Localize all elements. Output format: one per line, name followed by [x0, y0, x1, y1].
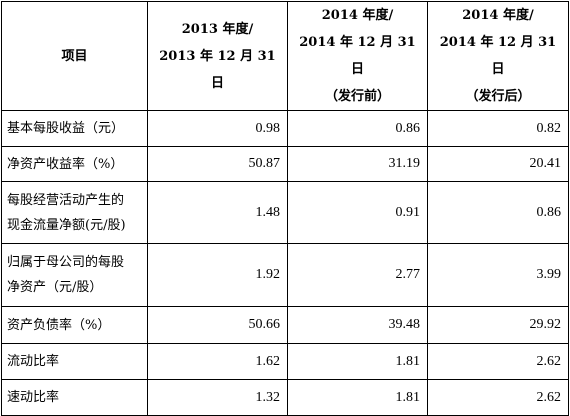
- value-2014-pre: 0.86: [287, 110, 428, 147]
- header-2014-post-line-3: （发行后）: [465, 89, 531, 104]
- header-2014-pre-line-2: 2014 年 12 月 31 日: [299, 35, 416, 77]
- value-2014-pre: 31.19: [287, 146, 428, 182]
- table-row: 净资产收益率（%） 50.87 31.19 20.41: [1, 146, 569, 182]
- header-2014-pre-line-1: 2014 年度/: [321, 8, 394, 23]
- value-2014-pre: 39.48: [287, 306, 428, 344]
- row-label: 速动比率: [1, 379, 148, 416]
- value-2014-post: 2.62: [427, 379, 569, 416]
- header-2014-post-line-2: 2014 年 12 月 31 日: [439, 35, 557, 77]
- row-label: 净资产收益率（%）: [1, 146, 148, 182]
- header-2014-pre: 2014 年度/ 2014 年 12 月 31 日 （发行前）: [287, 1, 428, 111]
- table-row: 基本每股收益（元） 0.98 0.86 0.82: [1, 110, 569, 147]
- header-2013-line-2: 2013 年 12 月 31 日: [159, 48, 276, 91]
- value-2013: 1.92: [147, 243, 288, 307]
- value-2014-post: 20.41: [427, 146, 569, 182]
- value-2013: 1.62: [147, 343, 288, 380]
- value-2014-pre: 1.81: [287, 379, 428, 416]
- value-2014-pre: 0.91: [287, 181, 428, 244]
- table-row: 流动比率 1.62 1.81 2.62: [1, 343, 569, 380]
- row-label: 资产负债率（%）: [1, 306, 148, 344]
- row-label: 每股经营活动产生的 现金流量净额(元/股): [1, 181, 148, 244]
- table-row: 速动比率 1.32 1.81 2.62: [1, 379, 569, 416]
- row-label: 归属于母公司的每股 净资产（元/股）: [1, 243, 148, 307]
- table-row: 每股经营活动产生的 现金流量净额(元/股) 1.48 0.91 0.86: [1, 181, 569, 244]
- value-2013: 0.98: [147, 110, 288, 147]
- value-2013: 1.32: [147, 379, 288, 416]
- header-2014-post-line-1: 2014 年度/: [462, 8, 534, 23]
- row-label: 基本每股收益（元）: [1, 110, 148, 147]
- value-2013: 50.66: [147, 306, 288, 344]
- value-2014-post: 0.82: [427, 110, 569, 147]
- value-2014-post: 29.92: [427, 306, 569, 344]
- value-2013: 50.87: [147, 146, 288, 182]
- header-item-label: 项目: [61, 48, 88, 64]
- value-2014-post: 0.86: [427, 181, 569, 244]
- header-row: 项目 2013 年度/ 2013 年 12 月 31 日 2014 年度/ 20…: [1, 1, 569, 111]
- value-2014-pre: 2.77: [287, 243, 428, 307]
- header-2013: 2013 年度/ 2013 年 12 月 31 日: [147, 1, 288, 111]
- header-2014-pre-line-3: （发行前）: [324, 89, 390, 104]
- value-2014-post: 3.99: [427, 243, 569, 307]
- row-label: 流动比率: [1, 343, 148, 380]
- table-row: 资产负债率（%） 50.66 39.48 29.92: [1, 306, 569, 344]
- header-2013-line-1: 2013 年度/: [181, 21, 254, 37]
- value-2013: 1.48: [147, 181, 288, 244]
- value-2014-pre: 1.81: [287, 343, 428, 380]
- header-2014-post: 2014 年度/ 2014 年 12 月 31 日 （发行后）: [427, 1, 569, 111]
- table-row: 归属于母公司的每股 净资产（元/股） 1.92 2.77 3.99: [1, 243, 569, 307]
- value-2014-post: 2.62: [427, 343, 569, 380]
- header-item: 项目: [1, 1, 148, 111]
